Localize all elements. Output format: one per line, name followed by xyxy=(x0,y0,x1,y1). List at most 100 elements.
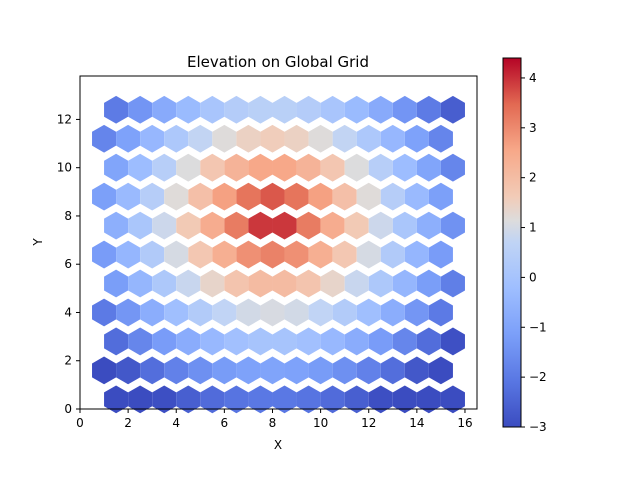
hex-cell xyxy=(116,240,141,269)
hex-cell xyxy=(104,95,129,124)
x-tick-label: 16 xyxy=(457,416,472,430)
hex-cell xyxy=(416,153,441,182)
hex-cell xyxy=(128,327,153,356)
hex-cell xyxy=(104,385,129,414)
hex-cell xyxy=(404,298,429,327)
colorbar-tick-label: 3 xyxy=(529,121,537,135)
hex-cell xyxy=(116,124,141,153)
hex-cell xyxy=(344,153,369,182)
hex-cell xyxy=(200,269,225,298)
hex-cell xyxy=(248,211,273,240)
hex-cell xyxy=(296,385,321,414)
x-tick-label: 6 xyxy=(221,416,229,430)
hex-cell xyxy=(344,269,369,298)
y-tick-label: 2 xyxy=(64,354,72,368)
hex-cell xyxy=(200,211,225,240)
hex-cell xyxy=(296,95,321,124)
hex-cell xyxy=(332,356,357,385)
hex-cell xyxy=(392,385,417,414)
hex-cell xyxy=(308,356,333,385)
hex-cell xyxy=(356,356,381,385)
hex-cell xyxy=(308,124,333,153)
colorbar-tick-label: 0 xyxy=(529,270,537,284)
hex-cell xyxy=(320,269,345,298)
hex-cell xyxy=(188,298,213,327)
hex-cells xyxy=(92,95,465,414)
hex-cell xyxy=(140,124,165,153)
hex-cell xyxy=(92,240,117,269)
hex-cell xyxy=(320,327,345,356)
hex-cell xyxy=(236,356,261,385)
hex-cell xyxy=(284,124,309,153)
hex-cell xyxy=(368,153,393,182)
y-tick-label: 0 xyxy=(64,402,72,416)
hex-cell xyxy=(236,124,261,153)
colorbar-tick-label: −2 xyxy=(529,370,547,384)
hex-cell xyxy=(128,211,153,240)
hex-cell xyxy=(248,327,273,356)
hex-cell xyxy=(164,240,189,269)
hex-cell xyxy=(92,124,117,153)
hex-cell xyxy=(428,298,453,327)
hex-cell xyxy=(176,153,201,182)
hex-cell xyxy=(128,269,153,298)
hex-cell xyxy=(224,269,249,298)
hex-cell xyxy=(152,269,177,298)
hex-cell xyxy=(236,240,261,269)
hex-cell xyxy=(164,182,189,211)
hex-cell xyxy=(380,298,405,327)
hex-cell xyxy=(392,153,417,182)
hex-cell xyxy=(428,240,453,269)
colorbar-tick-label: −1 xyxy=(529,320,547,334)
hex-cell xyxy=(224,95,249,124)
hex-cell xyxy=(92,182,117,211)
hex-cell xyxy=(224,327,249,356)
hex-cell xyxy=(152,327,177,356)
hex-cell xyxy=(176,269,201,298)
hex-cell xyxy=(392,327,417,356)
hex-cell xyxy=(260,182,285,211)
hex-cell xyxy=(128,153,153,182)
hex-cell xyxy=(296,153,321,182)
hex-cell xyxy=(416,269,441,298)
x-axis: 0 2 4 6 8 10 12 14 16 xyxy=(76,409,473,430)
x-tick-label: 0 xyxy=(76,416,84,430)
hex-cell xyxy=(176,95,201,124)
hex-cell xyxy=(440,95,465,124)
hex-cell xyxy=(236,182,261,211)
hex-cell xyxy=(380,124,405,153)
hex-cell xyxy=(212,240,237,269)
hex-cell xyxy=(308,240,333,269)
hex-cell xyxy=(332,124,357,153)
y-axis-label: Y xyxy=(31,238,45,247)
hex-cell xyxy=(296,269,321,298)
hex-cell xyxy=(200,385,225,414)
hex-cell xyxy=(200,153,225,182)
chart-title: Elevation on Global Grid xyxy=(187,53,369,71)
y-tick-label: 4 xyxy=(64,305,72,319)
hex-cell xyxy=(164,356,189,385)
hex-cell xyxy=(116,356,141,385)
hex-cell xyxy=(164,298,189,327)
hex-cell xyxy=(332,240,357,269)
hex-cell xyxy=(428,356,453,385)
y-tick-label: 8 xyxy=(64,209,72,223)
hex-cell xyxy=(272,153,297,182)
hex-cell xyxy=(284,356,309,385)
hex-cell xyxy=(272,211,297,240)
hex-cell xyxy=(344,327,369,356)
x-tick-label: 4 xyxy=(172,416,180,430)
hex-cell xyxy=(404,124,429,153)
hex-cell xyxy=(212,182,237,211)
hex-cell xyxy=(92,298,117,327)
hex-cell xyxy=(128,95,153,124)
hex-cell xyxy=(296,327,321,356)
hex-cell xyxy=(404,240,429,269)
hex-cell xyxy=(440,385,465,414)
hex-cell xyxy=(104,211,129,240)
hex-cell xyxy=(416,327,441,356)
hex-cell xyxy=(380,182,405,211)
hex-cell xyxy=(92,356,117,385)
hex-cell xyxy=(296,211,321,240)
hex-cell xyxy=(116,298,141,327)
